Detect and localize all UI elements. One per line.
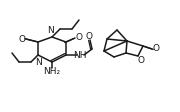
Text: O: O [86,31,93,41]
Text: O: O [138,56,145,65]
Text: NH₂: NH₂ [43,67,60,75]
Text: O: O [152,43,159,53]
Text: O: O [19,34,26,43]
Text: O: O [75,32,82,42]
Text: N: N [36,57,42,67]
Text: NH: NH [73,51,87,59]
Text: N: N [48,26,54,34]
